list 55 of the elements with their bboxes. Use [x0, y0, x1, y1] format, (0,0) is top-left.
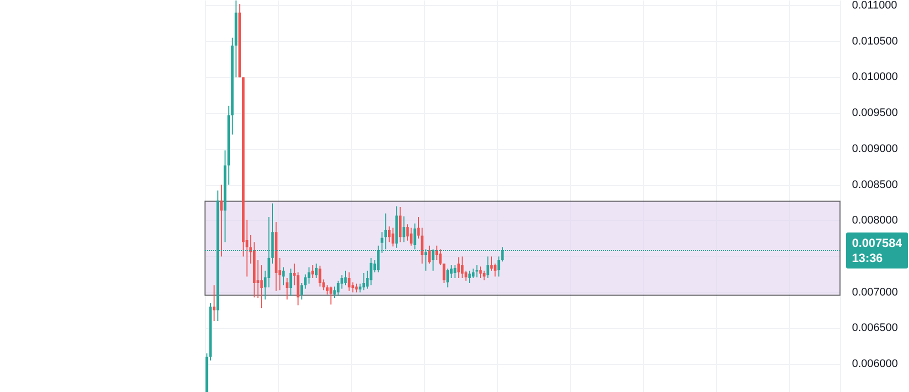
y-tick-label: 0.008000	[852, 214, 898, 227]
candlestick	[388, 226, 391, 243]
candlestick	[398, 206, 402, 243]
candlestick	[494, 263, 496, 278]
y-tick-label: 0.006500	[852, 322, 898, 334]
y-tick-label: 0.007000	[852, 286, 898, 298]
candlestick	[340, 274, 344, 290]
candlestick	[460, 256, 464, 278]
candlestick	[428, 245, 431, 264]
y-tick-label: 0.011000	[852, 0, 898, 12]
candlestick	[446, 268, 449, 288]
candlestick	[479, 266, 482, 278]
candlestick	[352, 282, 354, 293]
candlestick	[450, 264, 453, 278]
y-tick-label: 0.006000	[852, 358, 898, 370]
candlestick	[220, 184, 223, 257]
y-tick-label: 0.010500	[852, 35, 898, 48]
candlestick	[457, 256, 460, 278]
candlestick	[260, 264, 263, 309]
candlestick	[362, 272, 366, 291]
candlestick	[348, 272, 350, 292]
candlestick	[326, 284, 329, 295]
candlestick	[308, 266, 310, 284]
candlestick	[472, 268, 475, 278]
y-tick-label: 0.009500	[852, 107, 898, 120]
y-tick-label: 0.008500	[852, 178, 898, 191]
candlestick	[300, 282, 304, 300]
ref-line-label: 0.007584	[852, 236, 902, 250]
candlestick	[370, 257, 372, 286]
candlestick	[410, 227, 412, 246]
candlestick	[486, 256, 490, 278]
candlestick	[468, 270, 471, 284]
candlestick	[392, 227, 394, 247]
candlestick	[330, 286, 332, 306]
candlestick	[315, 263, 318, 278]
candlestick	[454, 264, 456, 278]
candlestick	[286, 277, 288, 300]
candlestick	[318, 265, 322, 288]
candlestick	[482, 270, 486, 281]
candlestick	[402, 216, 406, 243]
candlestick	[296, 272, 300, 306]
y-tick-label: 0.009000	[852, 142, 898, 155]
candlestick	[336, 280, 340, 296]
candlestick	[344, 270, 347, 286]
candlestick	[304, 274, 307, 290]
text: 13:36	[852, 250, 884, 265]
candlestick	[406, 224, 409, 242]
candlestick	[282, 266, 285, 286]
y-tick-label: 0.010000	[852, 71, 898, 84]
candlestick	[490, 256, 493, 272]
candlestick	[420, 227, 424, 264]
candlestick	[311, 264, 314, 278]
candlestick	[212, 284, 216, 322]
candlestick	[289, 268, 292, 296]
candlestick	[476, 264, 478, 278]
